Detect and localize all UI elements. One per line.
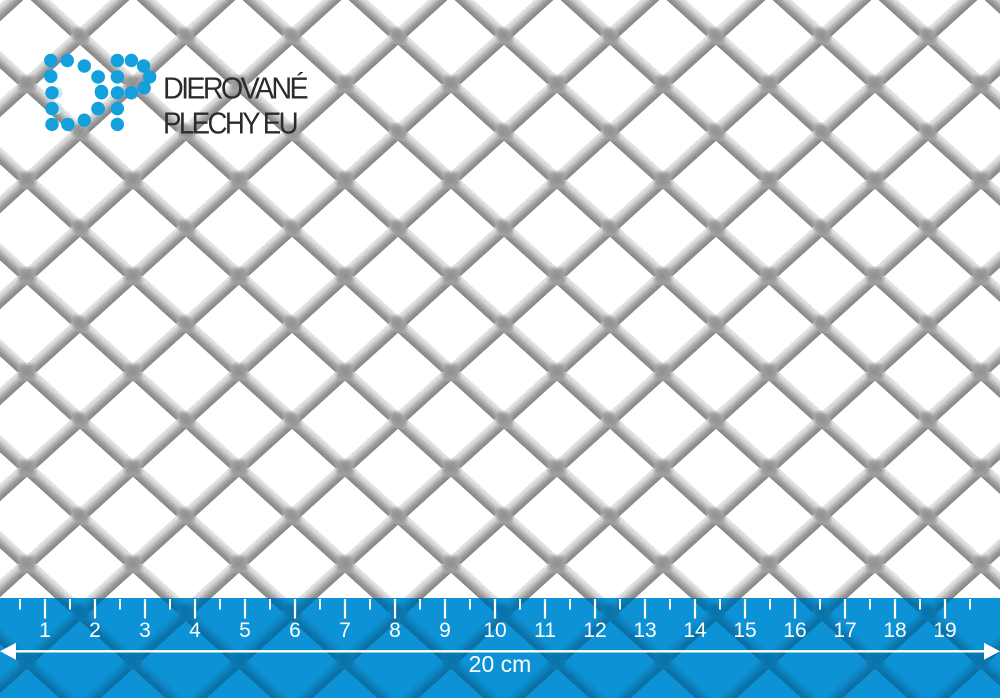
svg-text:2: 2 xyxy=(89,619,101,642)
svg-text:18: 18 xyxy=(883,619,906,642)
svg-text:PLECHY EU: PLECHY EU xyxy=(163,106,296,141)
svg-text:17: 17 xyxy=(833,619,856,642)
svg-text:5: 5 xyxy=(239,619,251,642)
svg-text:16: 16 xyxy=(783,619,806,642)
svg-text:13: 13 xyxy=(633,619,656,642)
svg-text:15: 15 xyxy=(733,619,756,642)
svg-text:1: 1 xyxy=(39,619,51,642)
svg-text:11: 11 xyxy=(534,619,556,642)
svg-text:6: 6 xyxy=(289,619,301,642)
svg-text:10: 10 xyxy=(483,619,506,642)
svg-text:12: 12 xyxy=(583,619,606,642)
svg-text:8: 8 xyxy=(389,619,401,642)
svg-text:9: 9 xyxy=(439,619,451,642)
svg-text:7: 7 xyxy=(339,619,351,642)
svg-text:3: 3 xyxy=(139,619,151,642)
svg-text:DIEROVANÉ: DIEROVANÉ xyxy=(163,71,308,106)
svg-text:19: 19 xyxy=(933,619,956,642)
svg-text:4: 4 xyxy=(189,619,201,642)
svg-text:20 cm: 20 cm xyxy=(469,651,532,677)
svg-text:14: 14 xyxy=(683,619,707,642)
